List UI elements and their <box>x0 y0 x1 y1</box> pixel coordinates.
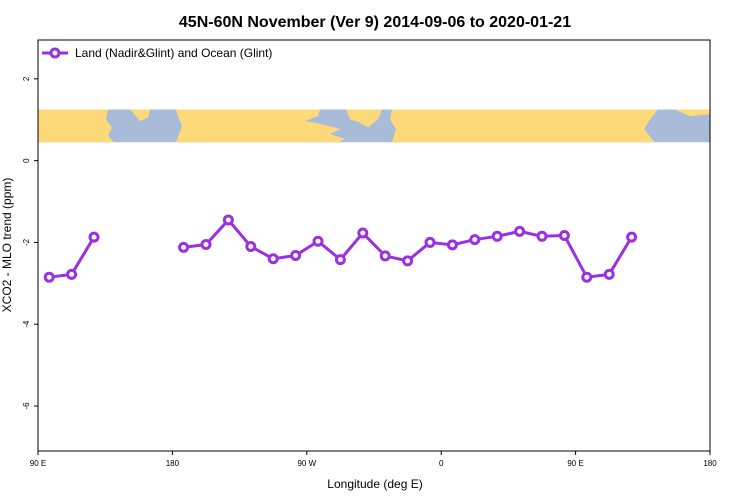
data-point <box>245 241 257 253</box>
data-point <box>424 236 436 248</box>
data-point <box>222 214 234 226</box>
x-tick-label: 90 E <box>567 459 583 468</box>
data-point <box>514 225 526 237</box>
data-point <box>312 235 324 247</box>
y-tick-label: -4 <box>22 320 31 328</box>
map-land-6 <box>675 109 710 117</box>
data-point <box>626 231 638 243</box>
data-point <box>536 230 548 242</box>
series-layer <box>43 214 638 283</box>
x-tick-label: 180 <box>703 459 717 468</box>
y-axis-label: XCO2 - MLO trend (ppm) <box>0 178 14 313</box>
data-point <box>581 271 593 283</box>
data-point <box>491 230 503 242</box>
data-point <box>603 268 615 280</box>
chart-title: 45N-60N November (Ver 9) 2014-09-06 to 2… <box>179 14 571 31</box>
world-map-band <box>38 109 710 143</box>
legend: Land (Nadir&Glint) and Ocean (Glint) <box>42 46 272 60</box>
data-point <box>43 271 55 283</box>
x-axis-label: Longitude (deg E) <box>327 477 422 491</box>
data-point <box>88 231 100 243</box>
map-land-5 <box>390 109 658 143</box>
legend-label: Land (Nadir&Glint) and Ocean (Glint) <box>75 46 272 60</box>
y-tick-label: -2 <box>22 238 31 246</box>
data-point <box>267 253 279 265</box>
data-point <box>334 254 346 266</box>
data-point <box>290 250 302 262</box>
map-land-4 <box>346 109 382 128</box>
plot-frame <box>37 39 711 452</box>
data-point <box>379 250 391 262</box>
x-axis: 90 E 180 90 W 0 90 E 180 <box>30 451 717 468</box>
x-tick-label: 90 W <box>297 459 316 468</box>
legend-swatch-marker <box>49 47 61 59</box>
x-tick-label: 180 <box>166 459 180 468</box>
data-point <box>402 255 414 267</box>
data-point <box>66 268 78 280</box>
x-tick-label: 0 <box>439 459 444 468</box>
data-point <box>446 239 458 251</box>
x-tick-label: 90 E <box>30 459 46 468</box>
map-land-2 <box>130 109 150 121</box>
data-point <box>357 227 369 239</box>
map-land-3 <box>176 109 345 143</box>
data-point <box>469 234 481 246</box>
y-axis: 2 0 -2 -4 -6 <box>22 76 38 410</box>
data-point <box>200 238 212 250</box>
y-tick-label: 0 <box>22 158 31 163</box>
y-tick-label: -6 <box>22 402 31 410</box>
y-tick-label: 2 <box>22 76 31 81</box>
map-land-1 <box>38 109 114 143</box>
data-point <box>558 229 570 241</box>
data-point <box>178 241 190 253</box>
